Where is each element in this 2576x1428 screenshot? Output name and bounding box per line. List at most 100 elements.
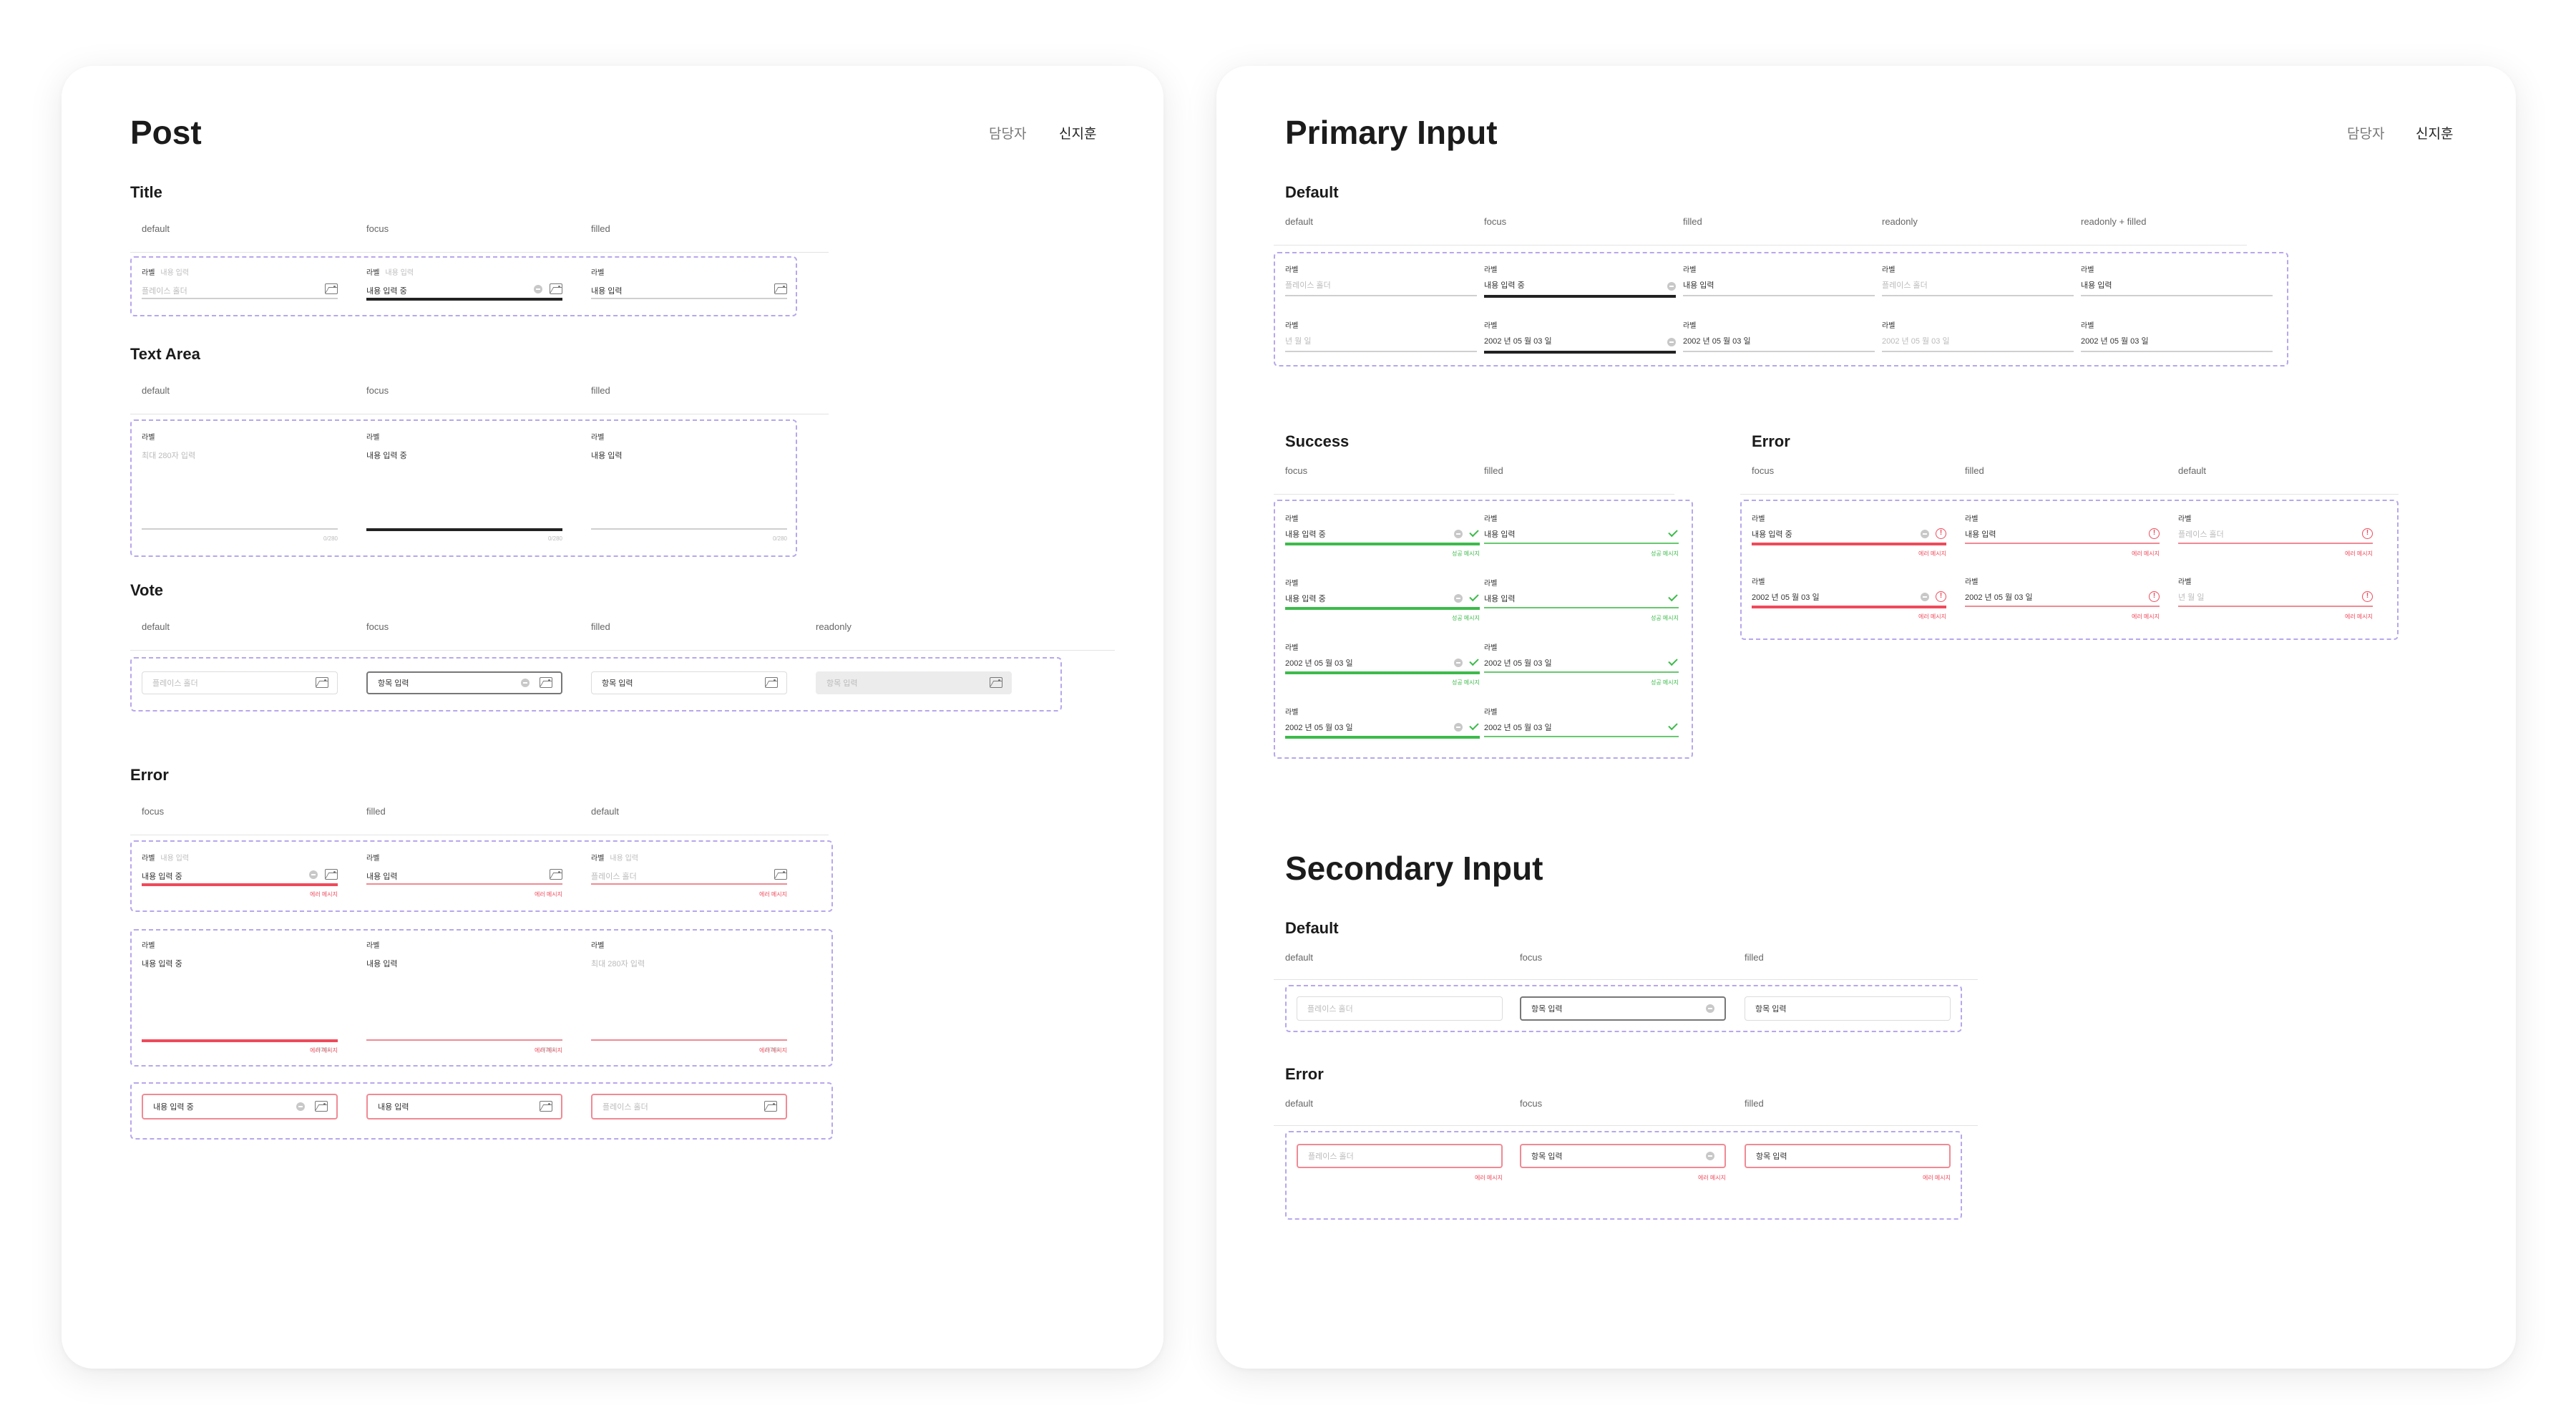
clear-icon[interactable]	[309, 870, 318, 879]
clear-icon[interactable]	[1706, 1004, 1714, 1013]
clear-icon[interactable]	[1921, 593, 1929, 601]
input-field[interactable]: 라벨 내용 입력 내용 입력 중 에러 메시지	[142, 852, 338, 898]
label-text: 라벨	[2178, 578, 2192, 586]
field-value: 2002 년 05 월 03 일	[1285, 724, 1353, 732]
textarea-field[interactable]: 라벨 최대 280자 입력 0/280	[142, 431, 338, 553]
date-field[interactable]: 라벨 2002 년 05 월 03 일! 에러 메시지	[1752, 575, 1946, 620]
secondary-input[interactable]: 항목 입력	[1745, 1144, 1951, 1168]
image-icon[interactable]	[316, 677, 328, 688]
label-text: 라벨	[2081, 322, 2094, 330]
secondary-input[interactable]: 항목 입력	[1745, 996, 1951, 1021]
vote-input[interactable]: 플레이스 홀더	[591, 1094, 787, 1119]
input-field[interactable]: 라벨 플레이스 홀더	[1882, 263, 2074, 306]
field-label: 라벨	[366, 431, 379, 442]
clear-icon[interactable]	[1921, 530, 1929, 538]
clear-icon[interactable]	[1454, 723, 1463, 732]
date-field[interactable]: 라벨 2002 년 05 월 03 일	[1683, 319, 1875, 362]
date-field[interactable]: 라벨 년 월 일! 에러 메시지	[2178, 575, 2373, 620]
date-field[interactable]: 라벨 2002 년 05 월 03 일	[1484, 319, 1676, 362]
helper-text: 에러 메시지	[309, 891, 338, 898]
divider	[1274, 979, 1978, 980]
date-field[interactable]: 라벨 년 월 일	[1285, 319, 1477, 362]
vote-input[interactable]: 항목 입력	[366, 671, 562, 694]
date-field[interactable]: 라벨 2002 년 05 월 03 일	[1285, 706, 1480, 749]
image-icon[interactable]	[765, 677, 778, 688]
field-label: 라벨	[1484, 706, 1497, 717]
image-icon[interactable]	[550, 869, 562, 880]
field-value: 내용 입력	[2081, 281, 2112, 290]
state-label: focus	[366, 385, 389, 396]
date-field[interactable]: 라벨 2002 년 05 월 03 일 성공 메시지	[1484, 641, 1679, 686]
input-field[interactable]: 라벨 내용 입력 에러 메시지	[366, 852, 562, 898]
image-icon[interactable]	[774, 283, 787, 294]
field-underline	[591, 1039, 787, 1041]
clear-icon[interactable]	[521, 679, 530, 687]
secondary-input[interactable]: 플레이스 홀더	[1297, 996, 1503, 1021]
textarea-field[interactable]: 라벨 내용 입력 중 에러 메시지	[142, 939, 338, 1061]
clear-icon[interactable]	[1454, 594, 1463, 603]
secondary-input[interactable]: 항목 입력	[1520, 1144, 1726, 1168]
date-field[interactable]: 라벨 2002 년 05 월 03 일	[1484, 706, 1679, 749]
date-field[interactable]: 라벨 2002 년 05 월 03 일	[1882, 319, 2074, 362]
input-field[interactable]: 라벨 내용 입력 성공 메시지	[1484, 577, 1679, 621]
field-label: 라벨	[1285, 513, 1298, 523]
label-text: 라벨	[142, 434, 155, 442]
clear-icon[interactable]	[1454, 530, 1463, 538]
input-field[interactable]: 라벨 내용 입력 중 성공 메시지	[1285, 513, 1480, 557]
image-icon[interactable]	[990, 677, 1002, 688]
clear-icon[interactable]	[534, 285, 542, 293]
vote-input[interactable]: 플레이스 홀더	[142, 671, 338, 694]
input-field[interactable]: 라벨 내용 입력 플레이스 홀더 에러 메시지	[591, 852, 787, 898]
input-field[interactable]: 라벨 내용 입력 중	[1484, 263, 1676, 306]
textarea-field[interactable]: 라벨 내용 입력 중 0/280	[366, 431, 562, 553]
input-field[interactable]: 라벨 플레이스 홀더	[1285, 263, 1477, 306]
input-field[interactable]: 라벨 내용 입력 중 성공 메시지	[1285, 577, 1480, 621]
field-label: 라벨	[1882, 263, 1895, 274]
section-title: Error	[1285, 1065, 1324, 1083]
input-field[interactable]: 라벨 내용 입력 플레이스 홀더	[142, 266, 338, 309]
check-icon	[1668, 527, 1678, 538]
vote-input[interactable]: 항목 입력	[816, 671, 1012, 694]
clear-icon[interactable]	[1667, 338, 1676, 346]
image-icon[interactable]	[550, 283, 562, 294]
field-value: 2002 년 05 월 03 일	[2081, 337, 2149, 346]
clear-icon[interactable]	[1454, 659, 1463, 667]
helper-text: 에러 메시지	[1697, 1175, 1726, 1181]
clear-icon[interactable]	[1667, 282, 1676, 291]
clear-icon[interactable]	[1706, 1152, 1714, 1160]
input-field[interactable]: 라벨 내용 입력	[2081, 263, 2273, 306]
state-label: readonly	[1882, 216, 1918, 227]
label-text: 라벨	[591, 855, 605, 863]
secondary-input[interactable]: 항목 입력	[1520, 996, 1726, 1021]
field-underline	[142, 883, 338, 886]
field-underline	[2178, 543, 2373, 544]
image-icon[interactable]	[764, 1101, 777, 1112]
date-field[interactable]: 라벨 2002 년 05 월 03 일 성공 메시지	[1285, 641, 1480, 686]
field-underline	[2178, 606, 2373, 607]
input-field[interactable]: 라벨 내용 입력 중! 에러 메시지	[1752, 513, 1946, 557]
input-field[interactable]: 라벨 플레이스 홀더! 에러 메시지	[2178, 513, 2373, 557]
image-icon[interactable]	[540, 677, 552, 688]
image-icon[interactable]	[315, 1101, 328, 1112]
input-field[interactable]: 라벨 내용 입력 내용 입력 중	[366, 266, 562, 309]
textarea-field[interactable]: 라벨 내용 입력 에러 메시지	[366, 939, 562, 1061]
image-icon[interactable]	[325, 869, 338, 880]
input-field[interactable]: 라벨 내용 입력 성공 메시지	[1484, 513, 1679, 557]
image-icon[interactable]	[774, 869, 787, 880]
state-label: default	[2178, 465, 2207, 476]
vote-input[interactable]: 내용 입력	[366, 1094, 562, 1119]
field-label: 라벨	[142, 431, 155, 442]
vote-input[interactable]: 항목 입력	[591, 671, 787, 694]
input-field[interactable]: 라벨 내용 입력	[1683, 263, 1875, 306]
secondary-input[interactable]: 플레이스 홀더	[1297, 1144, 1503, 1168]
date-field[interactable]: 라벨 2002 년 05 월 03 일	[2081, 319, 2273, 362]
image-icon[interactable]	[540, 1101, 552, 1112]
clear-icon[interactable]	[296, 1102, 305, 1111]
image-icon[interactable]	[325, 283, 338, 294]
input-field[interactable]: 라벨 내용 입력! 에러 메시지	[1965, 513, 2160, 557]
input-field[interactable]: 라벨 내용 입력	[591, 266, 787, 309]
vote-input[interactable]: 내용 입력 중	[142, 1094, 338, 1119]
textarea-field[interactable]: 라벨 내용 입력 0/280	[591, 431, 787, 553]
textarea-field[interactable]: 라벨 최대 280자 입력 에러 메시지	[591, 939, 787, 1061]
date-field[interactable]: 라벨 2002 년 05 월 03 일! 에러 메시지	[1965, 575, 2160, 620]
